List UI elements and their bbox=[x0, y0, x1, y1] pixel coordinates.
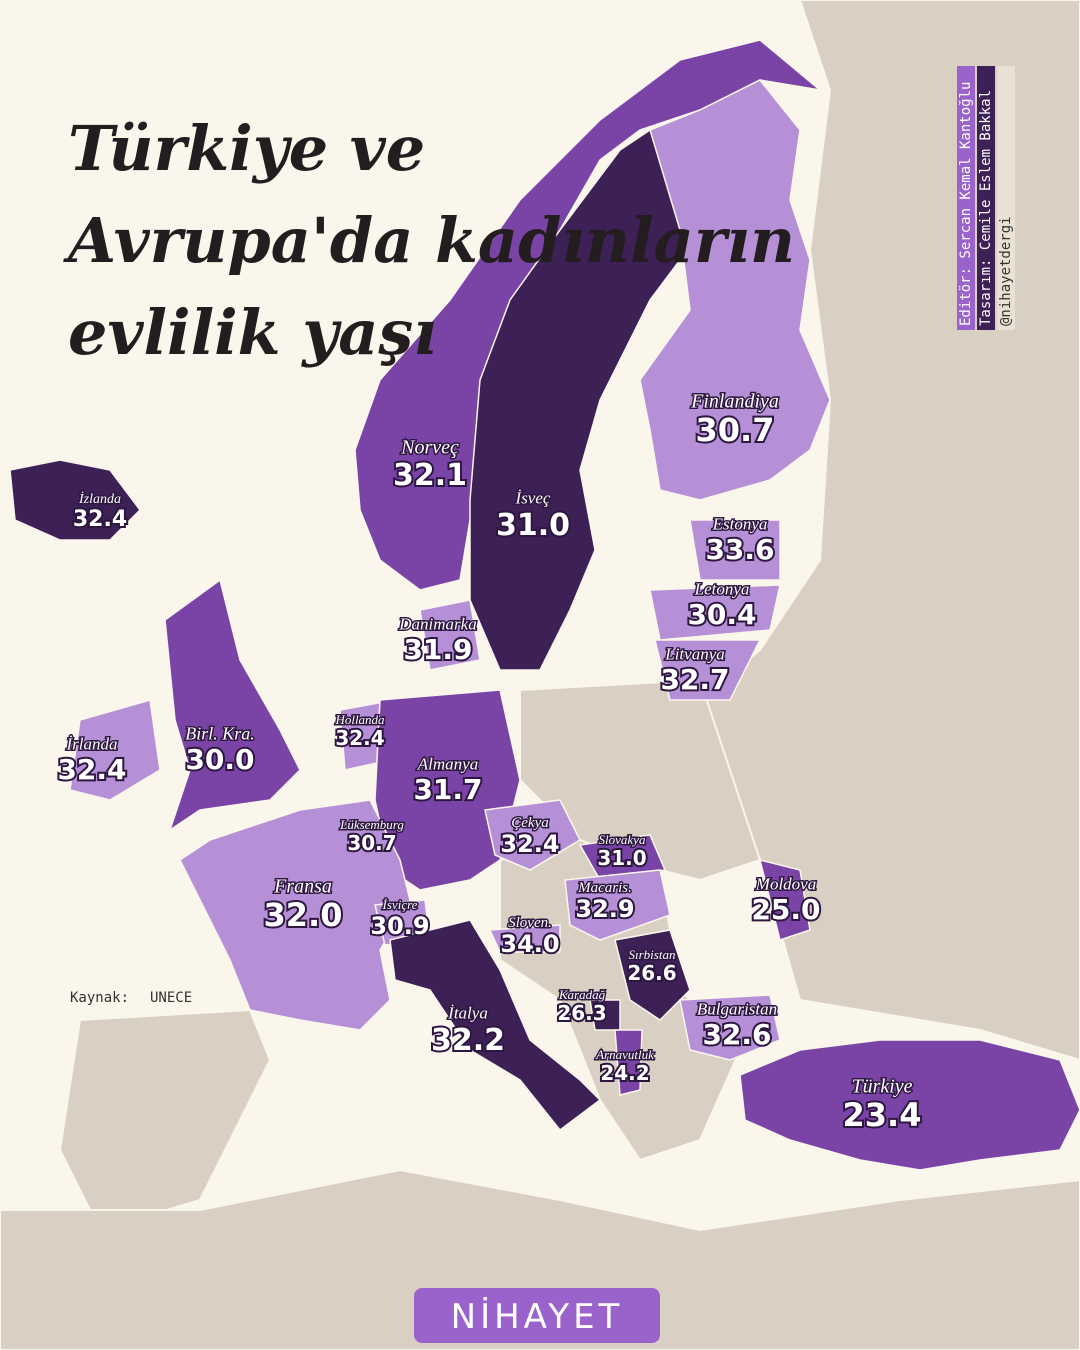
country-name: Almanya bbox=[417, 755, 478, 774]
credit-box bbox=[977, 66, 995, 330]
country-name: Bulgaristan bbox=[697, 1000, 777, 1019]
country bbox=[614, 929, 691, 1021]
credits: Editör: Sercan Kemal Kantoğlu Tasarım: Ce… bbox=[957, 66, 1015, 330]
country bbox=[578, 834, 667, 881]
country-name: Sloven. bbox=[508, 915, 552, 931]
country bbox=[758, 858, 811, 941]
country-value: 33.6 bbox=[705, 533, 774, 566]
country-name: Moldova bbox=[755, 875, 816, 894]
country-name: Türkiye bbox=[851, 1075, 912, 1097]
title-line: Türkiye ve bbox=[68, 112, 425, 185]
country-name: İsviçre bbox=[382, 897, 418, 912]
country-name: İtalya bbox=[447, 1004, 488, 1023]
country-value: 31.9 bbox=[403, 633, 472, 666]
credit: @nihayetdergi bbox=[998, 216, 1014, 326]
country bbox=[689, 519, 781, 581]
country-value: 31.0 bbox=[597, 846, 646, 870]
country-value: 25.0 bbox=[751, 893, 820, 926]
country-value: 32.0 bbox=[264, 896, 343, 934]
country bbox=[654, 639, 762, 701]
country-value: 26.6 bbox=[627, 961, 676, 985]
country bbox=[679, 994, 781, 1061]
country-name: Çekya bbox=[511, 815, 548, 831]
country-name: Norveç bbox=[400, 437, 459, 459]
credit-box bbox=[957, 66, 975, 330]
country-value: 32.1 bbox=[393, 458, 467, 493]
country-name: İsveç bbox=[515, 489, 551, 508]
country-value: 30.7 bbox=[696, 411, 775, 449]
country-value: 24.2 bbox=[600, 1061, 649, 1085]
country-name: Finlandiya bbox=[690, 390, 779, 412]
country-value: 30.0 bbox=[185, 743, 254, 776]
country bbox=[649, 584, 781, 641]
country-value: 23.4 bbox=[843, 1096, 922, 1134]
country-value: 31.7 bbox=[413, 773, 482, 806]
country-name: Hollanda bbox=[334, 712, 385, 727]
countries bbox=[9, 39, 1080, 1171]
labels: Norveç32.1İsveç31.0Finlandiya30.7İzlanda… bbox=[55, 389, 923, 1136]
source-label: Kaynak: bbox=[70, 990, 129, 1006]
country-value: 32.6 bbox=[702, 1018, 771, 1051]
country-name: Karadağ bbox=[558, 987, 606, 1002]
country bbox=[614, 1029, 643, 1096]
credit: Editör: Sercan Kemal Kantoğlu bbox=[958, 82, 974, 326]
country bbox=[354, 39, 823, 591]
country-name: İrlanda bbox=[66, 735, 118, 754]
country bbox=[739, 1039, 1080, 1171]
country-value: 31.0 bbox=[496, 508, 570, 543]
land-africa bbox=[0, 1168, 1080, 1350]
country bbox=[164, 578, 301, 832]
country-value: 30.9 bbox=[370, 912, 429, 940]
country-value: 32.2 bbox=[431, 1023, 505, 1058]
country-name: Slovakya bbox=[599, 832, 646, 847]
country-value: 32.9 bbox=[575, 895, 634, 923]
country-value: 32.4 bbox=[73, 507, 127, 532]
country-name: Fransa bbox=[273, 875, 332, 897]
country-value: 32.4 bbox=[57, 753, 126, 786]
country bbox=[9, 459, 141, 541]
country-value: 32.7 bbox=[660, 663, 729, 696]
country bbox=[389, 919, 602, 1132]
country bbox=[564, 869, 671, 941]
country-value: 26.3 bbox=[557, 1001, 606, 1025]
country-name: Litvanya bbox=[664, 645, 725, 664]
country bbox=[484, 799, 581, 871]
credit-box bbox=[997, 66, 1015, 330]
country bbox=[469, 129, 691, 671]
country-value: 34.0 bbox=[500, 930, 559, 958]
country bbox=[639, 79, 831, 501]
country-value: 30.4 bbox=[687, 598, 756, 631]
title-line: Avrupa'da kadınların bbox=[63, 204, 795, 277]
country-name: Letonya bbox=[694, 580, 750, 599]
country-name: Macaris. bbox=[577, 880, 632, 896]
country-name: Birl. Kra. bbox=[185, 724, 255, 744]
land-central bbox=[519, 678, 762, 882]
country-name: Sırbistan bbox=[629, 947, 676, 962]
country-value: 32.4 bbox=[335, 726, 384, 750]
country-name: İzlanda bbox=[78, 491, 121, 507]
country-name: Arnavutluk bbox=[595, 1047, 654, 1062]
source-name: UNECE bbox=[150, 990, 192, 1006]
country-value: 30.7 bbox=[347, 831, 396, 855]
country bbox=[69, 699, 161, 801]
credit: Tasarım: Cemile Eslem Bakkal bbox=[978, 90, 994, 326]
country bbox=[488, 924, 561, 953]
country bbox=[419, 599, 481, 671]
country bbox=[179, 799, 411, 1031]
logo-box bbox=[414, 1288, 660, 1343]
title-line: evlilik yaşı bbox=[68, 296, 437, 369]
title-block: Türkiye ve Avrupa'da kadınların evlilik ya… bbox=[63, 112, 795, 369]
country-name: Lüksemburg bbox=[339, 817, 404, 832]
country-value: 32.4 bbox=[500, 830, 559, 858]
country-name: Estonya bbox=[712, 515, 768, 534]
logo: NİHAYET bbox=[451, 1297, 624, 1337]
country-name: Danimarka bbox=[398, 615, 476, 634]
